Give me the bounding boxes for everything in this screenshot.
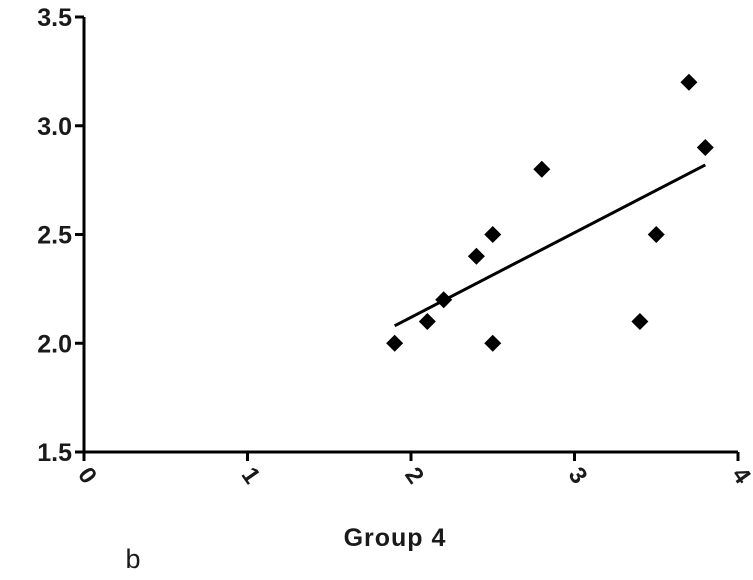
y-tick-label: 2.5 bbox=[37, 222, 72, 250]
data-point bbox=[484, 226, 502, 243]
data-point bbox=[533, 160, 551, 178]
x-tick-label: 3 bbox=[563, 462, 593, 488]
data-point bbox=[467, 247, 485, 265]
data-point bbox=[418, 313, 436, 330]
x-tick-label: 4 bbox=[726, 462, 753, 489]
data-point bbox=[680, 73, 698, 91]
axes bbox=[82, 17, 738, 454]
data-point bbox=[386, 334, 404, 352]
y-ticks: 1.5 2.0 2.5 3.0 3.5 bbox=[37, 4, 84, 467]
x-tick-label: 0 bbox=[72, 462, 102, 488]
data-point bbox=[696, 139, 714, 156]
x-ticks: 0 1 2 3 4 bbox=[72, 452, 753, 489]
y-tick-label: 3.5 bbox=[37, 4, 72, 32]
data-point bbox=[435, 291, 453, 309]
y-tick-label: 3.0 bbox=[37, 113, 72, 141]
data-point bbox=[484, 334, 502, 352]
x-axis-label: Group 4 bbox=[344, 524, 447, 552]
data-point bbox=[631, 313, 649, 330]
x-tick-label: 2 bbox=[399, 462, 429, 488]
x-tick-label: 1 bbox=[236, 462, 266, 488]
data-points bbox=[386, 73, 714, 352]
panel-label: b bbox=[125, 544, 140, 574]
data-point bbox=[647, 226, 665, 243]
y-tick-label: 1.5 bbox=[37, 439, 72, 467]
y-tick-label: 2.0 bbox=[37, 330, 72, 358]
